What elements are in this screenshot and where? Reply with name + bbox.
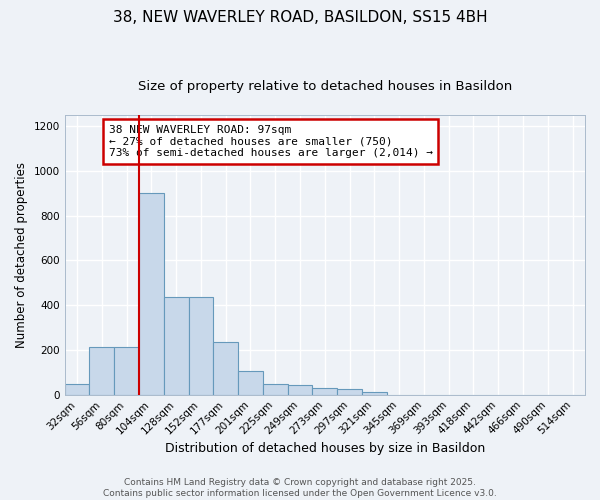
Bar	[164, 298, 188, 394]
Title: Size of property relative to detached houses in Basildon: Size of property relative to detached ho…	[138, 80, 512, 93]
Bar	[313, 388, 337, 394]
Bar	[65, 384, 89, 394]
Bar	[214, 342, 238, 394]
Text: 38, NEW WAVERLEY ROAD, BASILDON, SS15 4BH: 38, NEW WAVERLEY ROAD, BASILDON, SS15 4B…	[113, 10, 487, 25]
Bar	[337, 389, 362, 394]
Bar	[238, 371, 263, 394]
Bar	[287, 384, 313, 394]
Text: 38 NEW WAVERLEY ROAD: 97sqm
← 27% of detached houses are smaller (750)
73% of se: 38 NEW WAVERLEY ROAD: 97sqm ← 27% of det…	[109, 125, 433, 158]
Bar	[362, 392, 387, 394]
Bar	[114, 346, 139, 395]
Bar	[139, 194, 164, 394]
X-axis label: Distribution of detached houses by size in Basildon: Distribution of detached houses by size …	[165, 442, 485, 455]
Y-axis label: Number of detached properties: Number of detached properties	[15, 162, 28, 348]
Bar	[89, 346, 114, 395]
Bar	[263, 384, 287, 394]
Text: Contains HM Land Registry data © Crown copyright and database right 2025.
Contai: Contains HM Land Registry data © Crown c…	[103, 478, 497, 498]
Bar	[188, 298, 214, 394]
